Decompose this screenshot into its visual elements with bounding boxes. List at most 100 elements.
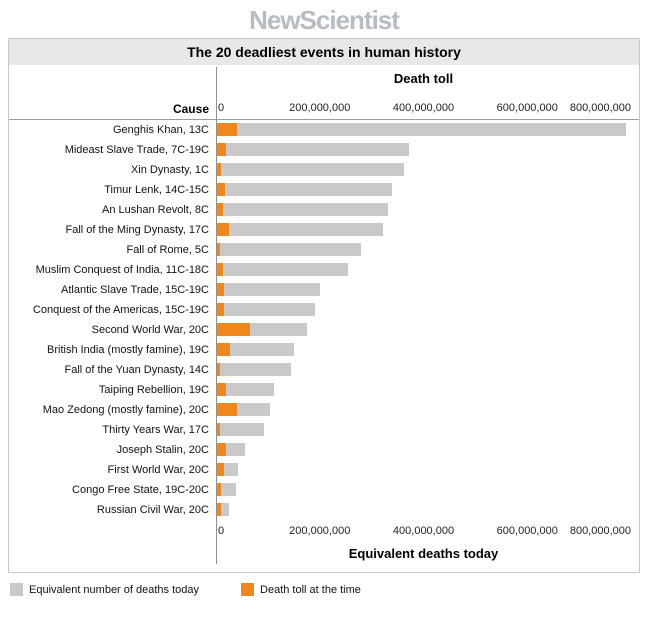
chart-legend: Equivalent number of deaths today Death t…: [10, 583, 648, 596]
chart-row: Xin Dynasty, 1C: [9, 160, 639, 180]
cause-header: Cause: [172, 102, 209, 116]
bar-death-toll: [216, 163, 222, 176]
bar-death-toll: [216, 423, 220, 436]
category-label: Fall of the Ming Dynasty, 17C: [65, 224, 209, 236]
category-label: Atlantic Slave Trade, 15C-19C: [61, 284, 209, 296]
chart-row: Muslim Conquest of India, 11C-18C: [9, 260, 639, 280]
bottom-axis-ticks: 0 200,000,000 400,000,000 600,000,000 800,00…: [216, 525, 631, 539]
bar-death-toll: [216, 283, 225, 296]
bar-track: [216, 360, 631, 380]
chart-row: Mideast Slave Trade, 7C-19C: [9, 140, 639, 160]
bar-death-toll: [216, 463, 224, 476]
chart-row: Joseph Stalin, 20C: [9, 440, 639, 460]
bar-track: [216, 180, 631, 200]
chart-box: The 20 deadliest events in human history…: [8, 38, 640, 573]
bar-death-toll: [216, 343, 230, 356]
chart-footer: 0 200,000,000 400,000,000 600,000,000 800,00…: [9, 520, 639, 572]
chart-row: An Lushan Revolt, 8C: [9, 200, 639, 220]
bar-equivalent-today: [216, 363, 292, 376]
chart-row: Second World War, 20C: [9, 320, 639, 340]
axis-tick: 600,000,000: [496, 525, 558, 537]
chart-row: Atlantic Slave Trade, 15C-19C: [9, 280, 639, 300]
header-divider: [9, 119, 639, 120]
legend-item: Death toll at the time: [241, 583, 361, 596]
chart-row: Mao Zedong (mostly famine), 20C: [9, 400, 639, 420]
chart-row: Congo Free State, 19C-20C: [9, 480, 639, 500]
chart-title: The 20 deadliest events in human history: [9, 39, 639, 65]
chart-row: First World War, 20C: [9, 460, 639, 480]
newscientist-logo: NewScientist: [249, 5, 400, 35]
bar-death-toll: [216, 483, 222, 496]
chart-row: British India (mostly famine), 19C: [9, 340, 639, 360]
top-axis-ticks: 0 200,000,000 400,000,000 600,000,000 800,00…: [216, 102, 631, 116]
category-label: Mideast Slave Trade, 7C-19C: [64, 144, 209, 156]
category-label: Fall of the Yuan Dynasty, 14C: [64, 364, 209, 376]
chart-row: Timur Lenk, 14C-15C: [9, 180, 639, 200]
bar-equivalent-today: [216, 223, 384, 236]
bar-equivalent-today: [216, 263, 349, 276]
bar-equivalent-today: [216, 123, 626, 136]
bar-track: [216, 380, 631, 400]
bar-track: [216, 400, 631, 420]
bar-death-toll: [216, 143, 226, 156]
bar-death-toll: [216, 323, 251, 336]
legend-swatch: [10, 583, 23, 596]
bar-equivalent-today: [216, 283, 320, 296]
bottom-axis-label: Equivalent deaths today: [348, 546, 499, 561]
chart-row: Genghis Khan, 13C: [9, 120, 639, 140]
bar-track: [216, 280, 631, 300]
chart-row: Fall of the Yuan Dynasty, 14C: [9, 360, 639, 380]
top-axis-label: Death toll: [393, 71, 454, 86]
bar-track: [216, 320, 631, 340]
bar-track: [216, 120, 631, 140]
bar-death-toll: [216, 443, 227, 456]
category-label: Genghis Khan, 13C: [112, 124, 209, 136]
category-label: Fall of Rome, 5C: [126, 244, 209, 256]
category-label: Xin Dynasty, 1C: [130, 164, 209, 176]
category-label: Muslim Conquest of India, 11C-18C: [35, 264, 209, 276]
category-label: An Lushan Revolt, 8C: [101, 204, 209, 216]
axis-tick: 0: [218, 525, 225, 537]
category-label: First World War, 20C: [107, 464, 209, 476]
category-label: Joseph Stalin, 20C: [116, 444, 209, 456]
bar-equivalent-today: [216, 163, 405, 176]
chart-row: Fall of Rome, 5C: [9, 240, 639, 260]
legend-label: Equivalent number of deaths today: [29, 583, 200, 596]
bar-track: [216, 160, 631, 180]
bar-equivalent-today: [216, 383, 275, 396]
axis-tick: 800,000,000: [569, 102, 631, 114]
category-label: Timur Lenk, 14C-15C: [104, 184, 209, 196]
legend-item: Equivalent number of deaths today: [10, 583, 199, 596]
bar-track: [216, 480, 631, 500]
bar-death-toll: [216, 503, 221, 516]
y-axis-line: [216, 67, 217, 564]
bar-track: [216, 500, 631, 520]
bar-track: [216, 340, 631, 360]
bar-track: [216, 300, 631, 320]
chart-row: Thirty Years War, 17C: [9, 420, 639, 440]
bar-equivalent-today: [216, 203, 389, 216]
category-label: Congo Free State, 19C-20C: [72, 484, 209, 496]
category-label: British India (mostly famine), 19C: [47, 344, 209, 356]
bar-equivalent-today: [216, 303, 315, 316]
axis-tick: 200,000,000: [289, 525, 351, 537]
bar-death-toll: [216, 223, 229, 236]
category-label: Mao Zedong (mostly famine), 20C: [42, 404, 209, 416]
bar-death-toll: [216, 403, 237, 416]
bar-equivalent-today: [216, 343, 294, 356]
axis-tick: 200,000,000: [289, 102, 351, 114]
bar-equivalent-today: [216, 423, 264, 436]
bar-death-toll: [216, 303, 224, 316]
category-label: Russian Civil War, 20C: [96, 504, 209, 516]
bar-track: [216, 140, 631, 160]
bar-track: [216, 240, 631, 260]
axis-tick: 400,000,000: [392, 525, 455, 537]
category-label: Taiping Rebellion, 19C: [98, 384, 209, 396]
chart-row: Conquest of the Americas, 15C-19C: [9, 300, 639, 320]
chart-row: Fall of the Ming Dynasty, 17C: [9, 220, 639, 240]
logo-bar: NewScientist: [0, 0, 648, 38]
bar-rows: Genghis Khan, 13C Mideast Slave Trade, 7C…: [9, 120, 639, 520]
bar-track: [216, 260, 631, 280]
chart-row: Russian Civil War, 20C: [9, 500, 639, 520]
bar-track: [216, 220, 631, 240]
